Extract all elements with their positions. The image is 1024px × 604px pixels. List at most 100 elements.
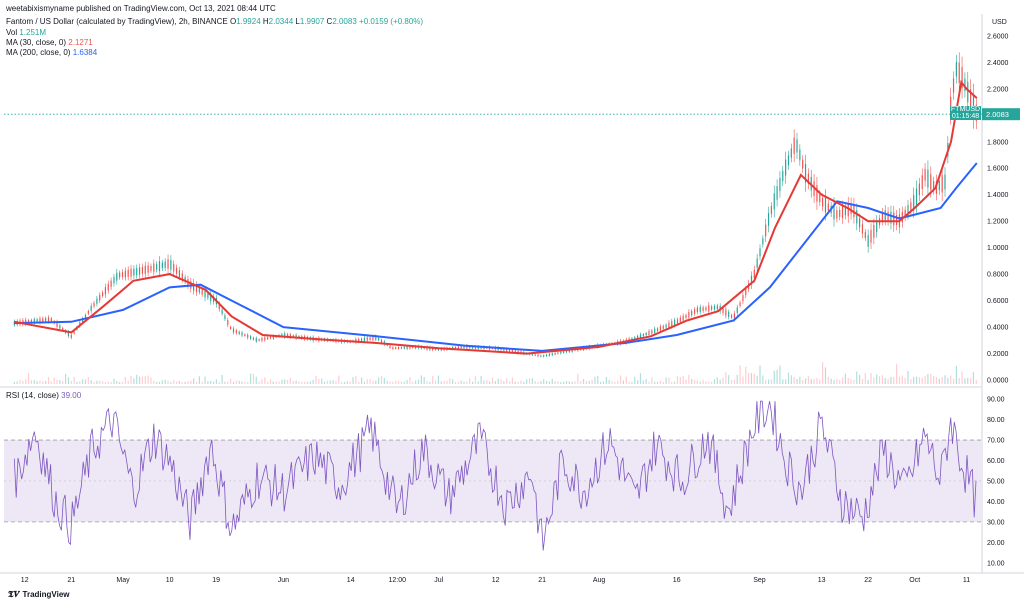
candle-body: [637, 335, 639, 339]
rsi-tick-label: 10.00: [987, 560, 1005, 567]
candle-body: [141, 267, 144, 274]
candle-body: [380, 339, 383, 343]
volume-bar: [380, 375, 383, 384]
candle-body: [691, 311, 693, 316]
candle-body: [403, 346, 405, 349]
volume-bar: [696, 380, 698, 384]
candle-body: [30, 319, 33, 323]
volume-bar: [878, 376, 881, 384]
candle-body: [543, 355, 545, 357]
candle-body: [759, 248, 761, 257]
volume-bar: [819, 379, 821, 384]
volume-bar: [360, 377, 363, 384]
volume-bar: [514, 381, 516, 384]
volume-bar: [588, 380, 590, 384]
volume-bar: [773, 370, 775, 384]
volume-bar: [810, 379, 812, 384]
candle-body: [967, 81, 969, 103]
rsi-tick-label: 70.00: [987, 438, 1005, 445]
volume-bar: [654, 381, 656, 384]
volume-bar: [947, 377, 949, 384]
volume-bar: [355, 376, 357, 384]
time-tick-label: Aug: [593, 577, 606, 584]
candle-body: [432, 347, 434, 351]
tradingview-logo[interactable]: 𝕿𝑽 TradingView: [8, 589, 70, 600]
candle-body: [235, 330, 237, 334]
volume-bar: [699, 381, 701, 384]
volume-bar: [113, 378, 115, 384]
volume-bar: [602, 381, 605, 384]
volume-bar: [190, 380, 192, 384]
candle-body: [861, 224, 864, 234]
candle-body: [50, 318, 52, 322]
volume-bar: [850, 379, 852, 384]
candle-body: [119, 272, 121, 278]
candle-body: [93, 302, 95, 307]
volume-bar: [975, 379, 977, 384]
volume-bar: [642, 380, 644, 384]
volume-bar: [238, 380, 240, 384]
volume-bar: [952, 378, 955, 384]
candle-body: [204, 290, 206, 298]
volume-bar: [315, 375, 317, 384]
candle-body: [924, 168, 926, 181]
candle-body: [867, 235, 869, 247]
candle-body: [776, 186, 778, 200]
volume-bar: [918, 377, 920, 384]
volume-bar: [366, 379, 368, 384]
volume-bar: [304, 381, 306, 384]
volume-bar: [346, 381, 348, 384]
volume-bar: [272, 381, 274, 384]
rsi-legend[interactable]: RSI (14, close) 39.00: [6, 391, 82, 400]
volume-bar: [802, 379, 804, 384]
candle-body: [506, 348, 508, 352]
ma200-legend[interactable]: MA (200, close, 0) 1.6384: [6, 48, 98, 57]
candle-body: [121, 271, 124, 278]
volume-bar: [133, 378, 135, 384]
symbol-header: Fantom / US Dollar (calculated by Tradin…: [6, 17, 423, 27]
volume-bar: [278, 381, 280, 384]
candle-body: [375, 336, 377, 340]
candle-body: [170, 259, 172, 270]
volume-legend[interactable]: Vol 1.251M: [6, 28, 47, 37]
candle-body: [537, 354, 539, 357]
candle-body: [466, 345, 468, 349]
candle-body: [864, 232, 866, 238]
volume-bar: [841, 377, 844, 384]
volume-bar: [443, 380, 445, 384]
candle-body: [876, 220, 878, 233]
volume-bar: [913, 376, 915, 384]
candle-body: [409, 346, 411, 349]
volume-bar: [99, 380, 101, 384]
volume-bar: [901, 375, 903, 384]
volume-bar: [551, 378, 553, 384]
volume-bar: [730, 379, 733, 384]
volume-bar: [170, 381, 172, 384]
candle-body: [730, 315, 733, 318]
volume-bar: [93, 381, 95, 384]
volume-bar: [782, 379, 784, 384]
volume-bar: [742, 376, 744, 384]
last-price-tag: FTMUSD 01:15:48: [950, 106, 981, 120]
volume-bar: [252, 373, 255, 384]
publisher-line: weetabixismyname published on TradingVie…: [6, 4, 276, 13]
volume-bar: [927, 373, 929, 384]
candle-body: [227, 320, 229, 325]
volume-bar: [42, 381, 44, 384]
candle-body: [841, 206, 844, 219]
price-tick-label: 0.0000: [987, 378, 1009, 385]
volume-bar: [309, 381, 311, 384]
volume-bar: [534, 381, 536, 384]
rsi-line: [13, 400, 977, 551]
volume-bar: [141, 376, 144, 384]
candle-body: [378, 337, 380, 341]
ma30-legend[interactable]: MA (30, close, 0) 2.1271: [6, 38, 93, 47]
rsi-tick-label: 30.00: [987, 519, 1005, 526]
candle-body: [221, 309, 223, 314]
candle-body: [913, 195, 915, 211]
volume-bar: [164, 379, 166, 384]
volume-bar: [67, 377, 70, 384]
volume-bar: [648, 381, 650, 384]
candle-body: [827, 203, 829, 211]
